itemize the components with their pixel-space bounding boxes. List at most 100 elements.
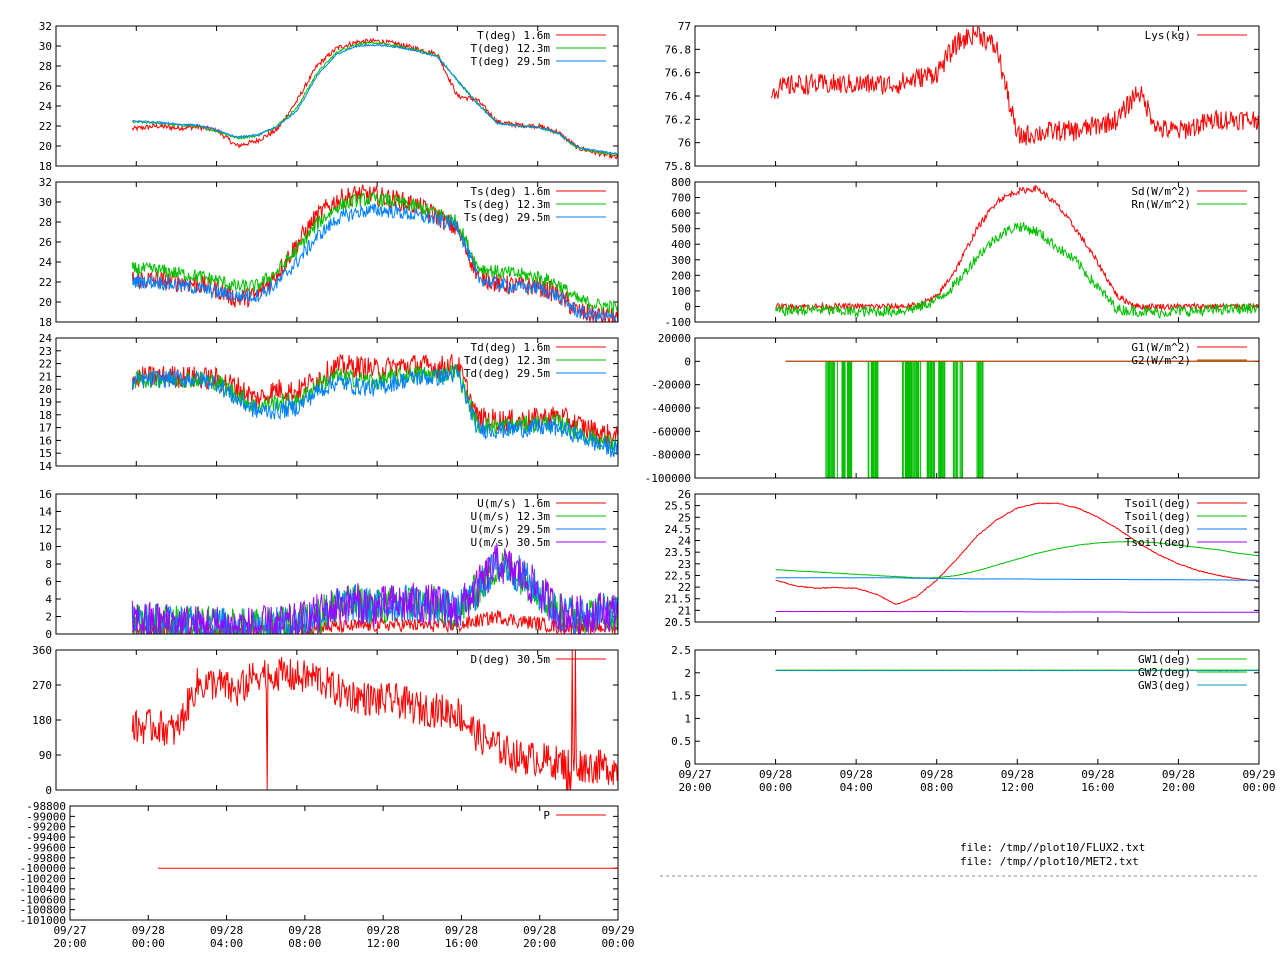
xtick-label-time: 00:00 <box>601 937 634 950</box>
ytick-label-T: 32 <box>39 20 52 33</box>
plot-area-Td <box>131 353 618 458</box>
ytick-label-Td: 15 <box>39 447 52 460</box>
legend-label-Rad: Sd(W/m^2) <box>1131 185 1191 198</box>
ytick-label-Td: 22 <box>39 358 52 371</box>
plot-area-Ts <box>131 184 618 322</box>
ytick-label-Td: 14 <box>39 460 53 473</box>
series-Lys-0 <box>771 26 1259 146</box>
ytick-label-Tsoil: 22 <box>678 581 691 594</box>
ytick-label-Rad: 100 <box>671 285 691 298</box>
ytick-label-Rad: 0 <box>684 300 691 313</box>
ytick-label-P: -99800 <box>26 852 66 865</box>
panel-frame-G <box>694 337 1260 479</box>
panel-frame-Lys <box>694 25 1260 167</box>
xtick-label-time: 20:00 <box>678 781 711 794</box>
panel-frame-Rad <box>694 181 1260 323</box>
ytick-label-Ts: 28 <box>39 216 52 229</box>
ytick-label-G: -40000 <box>651 402 691 415</box>
ytick-label-P: -100600 <box>20 893 66 906</box>
series-T-2 <box>131 43 618 156</box>
ytick-label-Ts: 32 <box>39 176 52 189</box>
legend-label-Td: Td(deg) 29.5m <box>464 367 550 380</box>
xtick-label-time: 00:00 <box>1242 781 1275 794</box>
xtick-label-time: 12:00 <box>367 937 400 950</box>
ytick-label-T: 30 <box>39 40 52 53</box>
ytick-label-U: 2 <box>45 611 52 624</box>
ytick-label-G: -80000 <box>651 449 691 462</box>
xtick-label-time: 00:00 <box>132 937 165 950</box>
panel-frame-GW <box>694 649 1260 765</box>
ytick-label-G: -60000 <box>651 425 691 438</box>
file-note-1: file: /tmp//plot10/FLUX2.txt <box>960 841 1146 854</box>
ytick-label-P: -98800 <box>26 800 66 813</box>
ytick-label-Rad: 500 <box>671 223 691 236</box>
xtick-label-date: 09/28 <box>1081 768 1114 781</box>
panel-frame-T <box>55 25 619 167</box>
ytick-label-P: -99200 <box>26 821 66 834</box>
ytick-label-Tsoil: 25 <box>678 511 691 524</box>
ytick-label-Lys: 76.4 <box>665 90 692 103</box>
panel-Rad: -100 0 100 200 300 400 500 600 700 800 Sd(W/m^2)Rn… <box>665 176 1260 329</box>
ytick-label-Rad: 700 <box>671 192 691 205</box>
ytick-label-Rad: 400 <box>671 238 691 251</box>
ytick-label-Td: 23 <box>39 345 52 358</box>
legend-label-Lys: Lys(kg) <box>1145 29 1191 42</box>
xtick-label-time: 20:00 <box>523 937 556 950</box>
xtick-label-date: 09/28 <box>367 924 400 937</box>
ytick-label-G: -20000 <box>651 379 691 392</box>
series-Ts-2 <box>131 203 618 322</box>
legend-label-D: D(deg) 30.5m <box>471 653 551 666</box>
ytick-label-Lys: 76.6 <box>665 67 692 80</box>
xtick-label-date: 09/27 <box>53 924 86 937</box>
ytick-label-P: -99600 <box>26 841 66 854</box>
ytick-label-GW: 2 <box>684 667 691 680</box>
ytick-label-Td: 17 <box>39 422 52 435</box>
legend-label-Ts: Ts(deg) 12.3m <box>464 198 550 211</box>
ytick-label-GW: 2.5 <box>671 644 691 657</box>
ytick-label-Td: 24 <box>39 332 53 345</box>
xtick-label-time: 20:00 <box>53 937 86 950</box>
ytick-label-P: -101000 <box>20 914 66 927</box>
ytick-label-U: 12 <box>39 523 52 536</box>
ytick-label-Tsoil: 23 <box>678 558 691 571</box>
legend-label-GW: GW2(deg) <box>1138 666 1191 679</box>
xtick-label-date: 09/29 <box>1242 768 1275 781</box>
legend-label-T: T(deg) 29.5m <box>471 55 551 68</box>
ytick-label-U: 16 <box>39 488 52 501</box>
legend-label-U: U(m/s) 30.5m <box>471 536 551 549</box>
xtick-label-date: 09/29 <box>601 924 634 937</box>
series-Tsoil-2 <box>775 577 1259 581</box>
series-spikes-G <box>825 361 984 478</box>
legend-label-Ts: Ts(deg) 1.6m <box>471 185 551 198</box>
legend-label-T: T(deg) 12.3m <box>471 42 551 55</box>
ytick-label-Lys: 75.8 <box>665 160 692 173</box>
ytick-label-Tsoil: 20.5 <box>665 616 692 629</box>
xtick-label-time: 04:00 <box>840 781 873 794</box>
legend-label-G: G1(W/m^2) <box>1131 341 1191 354</box>
ytick-label-Lys: 76.8 <box>665 43 692 56</box>
ytick-label-T: 28 <box>39 60 52 73</box>
legend-label-Tsoil: Tsoil(deg) <box>1125 497 1191 510</box>
file-note-2: file: /tmp//plot10/MET2.txt <box>960 855 1139 868</box>
panel-frame-D <box>55 649 619 791</box>
ytick-label-GW: 1.5 <box>671 690 691 703</box>
series-Tsoil-0 <box>775 502 1259 605</box>
legend-label-U: U(m/s) 1.6m <box>477 497 550 510</box>
xtick-label-date: 09/27 <box>678 768 711 781</box>
ytick-label-Tsoil: 22.5 <box>665 569 692 582</box>
plot-area-G <box>785 360 1259 478</box>
xtick-label-date: 09/28 <box>1162 768 1195 781</box>
ytick-label-Td: 19 <box>39 396 52 409</box>
ytick-label-P: -100200 <box>20 873 66 886</box>
ytick-label-T: 20 <box>39 140 52 153</box>
plot-area-Tsoil <box>775 502 1259 613</box>
legend-label-U: U(m/s) 29.5m <box>471 523 551 536</box>
ytick-label-Td: 16 <box>39 434 52 447</box>
xtick-label-date: 09/28 <box>1001 768 1034 781</box>
xtick-label-time: 20:00 <box>1162 781 1195 794</box>
panel-T: 18 20 22 24 26 28 30 32 T(deg) 1.6mT(deg) 12.3mT… <box>39 20 619 173</box>
xtick-label-date: 09/28 <box>445 924 478 937</box>
panel-frame-Td <box>55 337 619 467</box>
